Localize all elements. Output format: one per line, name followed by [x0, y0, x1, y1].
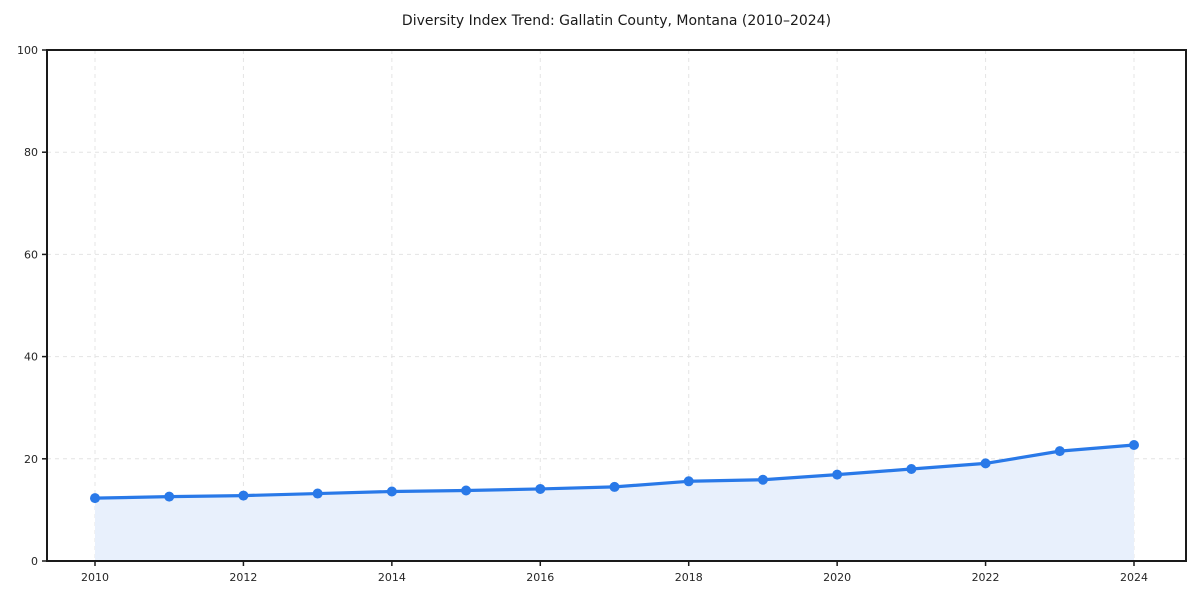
data-point	[461, 485, 472, 496]
x-tick-label: 2014	[378, 571, 406, 584]
data-point	[980, 458, 991, 469]
plot-border	[46, 49, 1187, 562]
x-tick-label: 2010	[81, 571, 109, 584]
x-tick-label: 2018	[675, 571, 703, 584]
data-point	[1054, 446, 1065, 457]
data-point	[906, 464, 917, 475]
y-tick-label: 60	[24, 248, 38, 261]
data-point	[757, 474, 768, 485]
y-tick-label: 80	[24, 146, 38, 159]
y-tick-label: 20	[24, 453, 38, 466]
data-point	[535, 483, 546, 494]
data-point	[832, 469, 843, 480]
y-tick-label: 40	[24, 351, 38, 364]
x-tick-label: 2020	[823, 571, 851, 584]
data-point	[312, 488, 323, 499]
data-point	[238, 490, 249, 501]
x-tick-label: 2016	[526, 571, 554, 584]
x-tick-label: 2022	[972, 571, 1000, 584]
data-point	[1129, 440, 1139, 451]
data-point	[386, 486, 397, 497]
data-point	[683, 476, 694, 487]
x-tick-label: 2024	[1120, 571, 1148, 584]
area-fill	[95, 445, 1134, 561]
data-point	[90, 493, 100, 504]
y-tick-label: 0	[31, 555, 38, 568]
x-tick-label: 2012	[229, 571, 257, 584]
chart-title: Diversity Index Trend: Gallatin County, …	[401, 13, 832, 29]
data-point	[164, 491, 175, 502]
y-tick-label: 100	[17, 44, 38, 57]
data-point	[609, 481, 620, 492]
